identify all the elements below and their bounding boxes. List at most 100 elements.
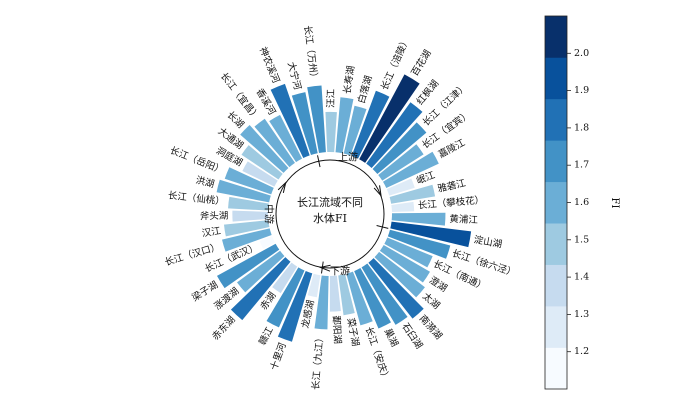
category-label-20: 南漪湖 — [417, 313, 445, 342]
bar-35 — [222, 228, 272, 252]
bar-26 — [314, 275, 329, 330]
category-label-15: 淀山湖 — [473, 234, 503, 251]
ring-boundary-tick-1 — [317, 155, 321, 168]
ring-boundary-tick-2 — [376, 225, 389, 229]
colorbar-tick-label-2: 1.3 — [574, 309, 589, 320]
category-label-2: 汪江 — [325, 88, 337, 108]
ring-boundary-tick-3 — [321, 261, 324, 274]
category-label-1: 长江（万州） — [301, 25, 320, 83]
ring-arrows — [277, 181, 382, 272]
bar-14 — [391, 212, 446, 226]
bar-17 — [384, 237, 433, 268]
category-label-26: 长江（九江） — [310, 333, 326, 391]
bar-19 — [374, 251, 425, 298]
bar-12 — [389, 184, 436, 204]
bar-29 — [266, 267, 305, 328]
bar-6 — [359, 74, 420, 163]
colorbar-tick-label-4: 1.5 — [574, 234, 589, 245]
category-label-24: 菜子湖 — [345, 317, 362, 347]
colorbar-tick-label-7: 1.8 — [574, 122, 589, 133]
bar-40 — [224, 167, 274, 195]
bar-23 — [346, 271, 373, 326]
bar-10 — [382, 151, 439, 188]
bar-2 — [325, 111, 337, 153]
colorbar-cell-9 — [545, 16, 567, 58]
segment-label-1: 上游 — [338, 151, 358, 164]
bar-45 — [269, 114, 303, 163]
bar-4 — [343, 105, 367, 156]
category-label-46: 神农溪河 — [257, 45, 283, 85]
colorbar-tick-label-8: 1.9 — [574, 85, 589, 96]
category-label-27: 龙感湖 — [299, 299, 317, 329]
bar-3 — [335, 97, 354, 154]
bar-38 — [228, 196, 269, 211]
bar-9 — [378, 144, 424, 181]
colorbar-ticks: 1.2 1.3 1.4 1.5 1.6 1.7 1.8 1.9 2.0 — [567, 48, 589, 357]
category-label-25: 鄱阳湖 — [330, 315, 344, 344]
bar-7 — [366, 102, 423, 169]
colorbar-tick-label-5: 1.6 — [574, 197, 589, 208]
ring-arrow-2 — [318, 264, 331, 272]
bar-27 — [307, 273, 321, 298]
bar-47 — [291, 92, 318, 155]
bar-31 — [230, 257, 291, 321]
bar-8 — [372, 122, 427, 175]
category-label-43: 长湖 — [225, 109, 247, 131]
category-label-36: 汉江 — [201, 226, 222, 240]
segment-label-3: 中游 — [263, 204, 276, 224]
inner-ring-circle — [275, 159, 385, 269]
category-label-31: 赤东湖 — [210, 314, 238, 343]
category-label-28: 十里河 — [268, 340, 289, 371]
category-label-29: 赣江 — [256, 324, 276, 347]
bar-41 — [242, 161, 278, 187]
category-label-12: 雅砻江 — [436, 177, 467, 195]
colorbar-tick-label-6: 1.7 — [574, 160, 589, 171]
center-title-line-2: 水体FI — [313, 211, 347, 225]
category-label-22: 巢湖 — [382, 326, 401, 348]
category-label-18: 澄湖 — [427, 274, 449, 294]
category-label-7: 红枫湖 — [414, 78, 441, 108]
bar-24 — [338, 274, 355, 316]
bar-34 — [259, 236, 275, 249]
category-label-19: 太湖 — [420, 290, 442, 312]
colorbar-cell-5 — [545, 181, 567, 224]
bar-16 — [387, 229, 451, 259]
colorbar-cell-2 — [545, 306, 567, 348]
colorbar-cell-7 — [545, 98, 567, 141]
category-label-39: 洪湖 — [194, 174, 215, 190]
bar-42 — [241, 145, 283, 180]
ring-arrow-1 — [373, 185, 382, 198]
bar-13 — [391, 201, 415, 212]
bar-21 — [361, 263, 408, 325]
category-label-37: 斧头湖 — [200, 210, 229, 223]
inner-ring — [275, 155, 389, 274]
bar-11 — [386, 178, 415, 196]
bar-1 — [307, 85, 326, 153]
bar-44 — [254, 118, 295, 168]
bar-20 — [368, 258, 424, 319]
bar-33 — [216, 243, 280, 289]
category-label-6: 百花湖 — [409, 48, 434, 79]
colorbar-cell-3 — [545, 264, 567, 307]
bar-39 — [216, 179, 271, 203]
bar-22 — [354, 268, 391, 329]
category-label-4: 白落湖 — [355, 74, 374, 105]
colorbar-cell-4 — [545, 223, 567, 265]
center-title: 长江流域不同 水体FI — [297, 195, 363, 225]
bar-43 — [240, 125, 289, 173]
bar-28 — [277, 271, 313, 342]
colorbar-cell-8 — [545, 57, 567, 100]
colorbar-tick-label-3: 1.4 — [574, 272, 589, 283]
colorbar-cell-1 — [545, 347, 567, 390]
category-label-44: 长江（宜昌） — [218, 70, 262, 122]
ring-markers — [317, 155, 389, 274]
category-label-47: 大宁河 — [285, 61, 304, 92]
bar-5 — [351, 90, 390, 159]
colorbar: 1.2 1.3 1.4 1.5 1.6 1.7 1.8 1.9 2.0 FI — [544, 15, 620, 390]
bars-group — [216, 74, 472, 342]
bar-15 — [390, 221, 472, 248]
category-label-13: 长江（攀枝花） — [417, 194, 484, 212]
bar-25 — [329, 275, 341, 312]
